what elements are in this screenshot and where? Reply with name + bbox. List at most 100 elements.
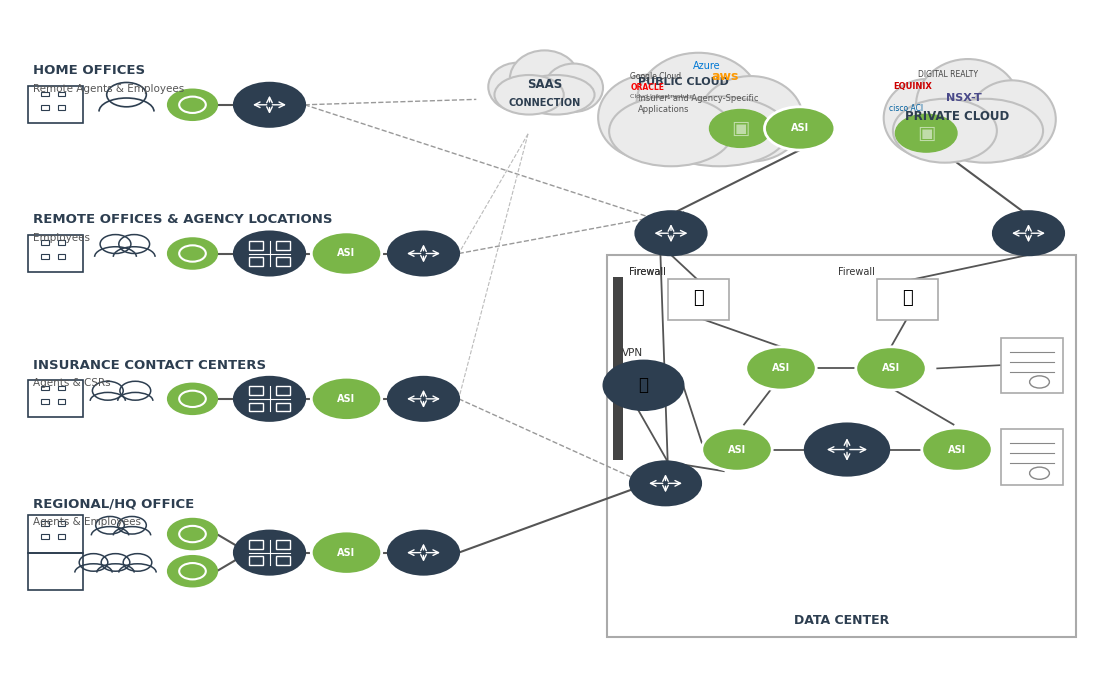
Circle shape <box>179 526 206 542</box>
Text: Agents & Employees: Agents & Employees <box>33 517 141 527</box>
FancyBboxPatch shape <box>607 255 1076 637</box>
Circle shape <box>993 212 1064 255</box>
Circle shape <box>168 239 217 268</box>
Circle shape <box>179 563 206 579</box>
Text: Firewall: Firewall <box>628 267 666 276</box>
Text: Cloud Infrastructure: Cloud Infrastructure <box>630 94 693 99</box>
Text: Agents & CSRs: Agents & CSRs <box>33 379 111 388</box>
Text: ▣: ▣ <box>732 119 749 138</box>
Ellipse shape <box>598 74 703 160</box>
Bar <box>58 241 66 245</box>
Circle shape <box>179 245 206 262</box>
Circle shape <box>179 391 206 407</box>
FancyBboxPatch shape <box>877 279 938 320</box>
Circle shape <box>311 531 382 575</box>
Bar <box>42 399 50 404</box>
Bar <box>275 540 290 549</box>
FancyBboxPatch shape <box>1001 338 1063 393</box>
Text: REGIONAL/HQ OFFICE: REGIONAL/HQ OFFICE <box>33 497 195 510</box>
Ellipse shape <box>916 59 1020 151</box>
Circle shape <box>168 556 217 586</box>
Circle shape <box>746 347 816 390</box>
Ellipse shape <box>927 99 1043 163</box>
Circle shape <box>234 377 305 420</box>
Circle shape <box>234 232 305 275</box>
Text: CONNECTION: CONNECTION <box>508 99 581 108</box>
Text: ASI: ASI <box>882 364 900 373</box>
Text: HOME OFFICES: HOME OFFICES <box>33 64 145 78</box>
Text: Applications: Applications <box>638 105 690 114</box>
Text: INSURANCE CONTACT CENTERS: INSURANCE CONTACT CENTERS <box>33 358 266 372</box>
Bar <box>58 105 66 110</box>
Text: Insurer- and Agency-Specific: Insurer- and Agency-Specific <box>638 93 759 103</box>
Circle shape <box>234 83 305 126</box>
Text: ASI: ASI <box>948 445 966 454</box>
Ellipse shape <box>544 64 603 112</box>
Text: Employees: Employees <box>33 233 90 243</box>
Text: ASI: ASI <box>772 364 790 373</box>
Text: ASI: ASI <box>338 249 355 258</box>
Bar <box>42 254 50 258</box>
Bar <box>249 556 264 565</box>
Circle shape <box>311 377 382 420</box>
Bar <box>58 399 66 404</box>
Bar <box>275 402 290 411</box>
Text: ASI: ASI <box>791 124 808 133</box>
Text: ASI: ASI <box>338 548 355 558</box>
Ellipse shape <box>609 96 733 166</box>
Text: 🔥: 🔥 <box>902 289 913 307</box>
Text: Firewall: Firewall <box>628 267 666 276</box>
Bar <box>249 540 264 549</box>
Circle shape <box>168 519 217 549</box>
Text: Firewall: Firewall <box>837 267 874 276</box>
Ellipse shape <box>517 75 594 114</box>
Text: PUBLIC CLOUD: PUBLIC CLOUD <box>638 78 729 87</box>
Text: Azure: Azure <box>693 61 720 70</box>
Bar <box>42 241 50 245</box>
Text: ASI: ASI <box>728 445 746 454</box>
Bar <box>249 387 264 395</box>
Text: SAAS: SAAS <box>527 78 562 91</box>
Circle shape <box>311 232 382 275</box>
Bar <box>58 534 66 539</box>
Ellipse shape <box>637 53 760 154</box>
Circle shape <box>388 377 459 420</box>
Text: DATA CENTER: DATA CENTER <box>794 614 889 627</box>
Circle shape <box>388 232 459 275</box>
Text: DIGITAL REALTY: DIGITAL REALTY <box>918 70 979 79</box>
Bar <box>275 241 290 249</box>
Bar <box>58 254 66 258</box>
Ellipse shape <box>488 63 547 111</box>
Circle shape <box>604 361 683 410</box>
FancyBboxPatch shape <box>668 279 729 320</box>
Bar <box>58 92 66 97</box>
Bar <box>249 241 264 249</box>
Circle shape <box>922 428 992 471</box>
Text: EQUINIX: EQUINIX <box>893 82 932 91</box>
Text: ▣: ▣ <box>917 124 935 143</box>
Ellipse shape <box>495 75 563 114</box>
Text: cisco ACI: cisco ACI <box>889 103 923 113</box>
FancyBboxPatch shape <box>1001 429 1063 485</box>
Circle shape <box>702 428 772 471</box>
Bar <box>58 385 66 391</box>
Text: REMOTE OFFICES & AGENCY LOCATIONS: REMOTE OFFICES & AGENCY LOCATIONS <box>33 213 332 226</box>
Bar <box>42 105 50 110</box>
Text: Remote Agents & Employees: Remote Agents & Employees <box>33 84 185 94</box>
Bar <box>249 257 264 266</box>
Circle shape <box>630 462 701 505</box>
Circle shape <box>168 90 217 120</box>
Circle shape <box>710 110 771 147</box>
Text: 🔥: 🔥 <box>693 289 704 307</box>
Ellipse shape <box>968 80 1056 158</box>
Circle shape <box>388 531 459 575</box>
Circle shape <box>856 347 926 390</box>
Ellipse shape <box>650 96 788 166</box>
Ellipse shape <box>510 51 579 107</box>
Circle shape <box>179 97 206 113</box>
Circle shape <box>636 212 706 255</box>
Ellipse shape <box>698 76 803 162</box>
Ellipse shape <box>883 79 971 157</box>
Circle shape <box>168 384 217 414</box>
Bar <box>275 556 290 565</box>
